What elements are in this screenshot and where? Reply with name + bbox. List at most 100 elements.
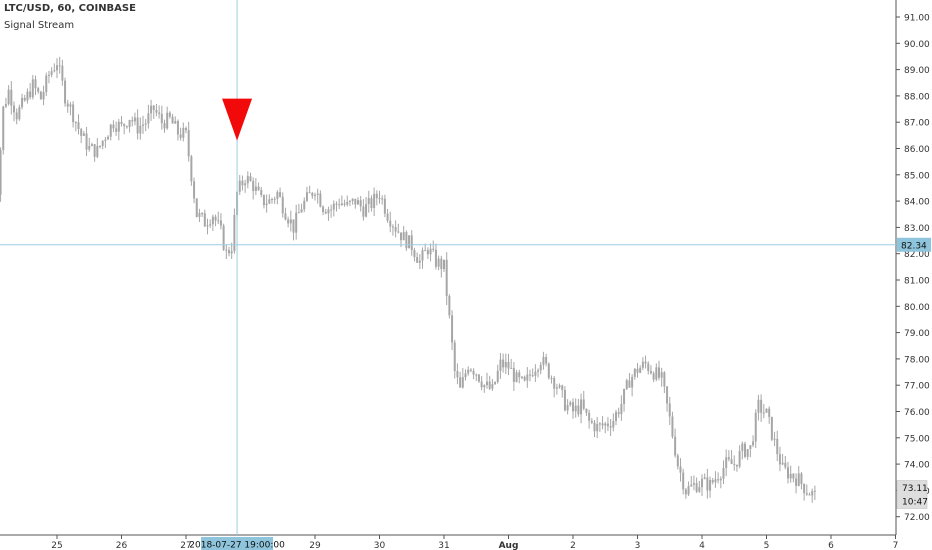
time-tick-label: 25 <box>51 541 62 550</box>
candle-body <box>53 70 56 72</box>
candle-body <box>166 112 169 129</box>
candle-body <box>561 385 564 391</box>
candle-body <box>432 248 435 250</box>
candle-body <box>496 370 499 382</box>
candle-body <box>74 122 77 124</box>
price-tick-label: 76.00 <box>904 408 930 418</box>
time-tick-label: 6 <box>828 541 834 550</box>
candle-body <box>787 467 789 479</box>
candle-body <box>706 477 709 491</box>
candle-body <box>338 204 341 206</box>
candle-body <box>268 199 271 204</box>
candle-body <box>507 361 510 369</box>
price-tick-label: 78.00 <box>904 355 930 365</box>
candle-body <box>598 423 601 425</box>
candle-body <box>703 477 706 479</box>
symbol-title: LTC/USD, 60, COINBASE <box>4 3 136 14</box>
price-tick-label: 86.00 <box>904 145 930 155</box>
crosshair-price-label-bg <box>897 237 931 252</box>
candle-body <box>39 91 42 100</box>
candle-body <box>171 116 174 124</box>
candle-body <box>238 180 241 192</box>
candle-body <box>244 183 247 186</box>
candle-body <box>424 250 427 252</box>
candle-body <box>811 491 814 496</box>
candle-body <box>612 420 615 428</box>
candle-body <box>698 487 701 492</box>
price-tick-label: 79.00 <box>904 329 930 339</box>
candle-body <box>365 204 368 217</box>
time-tick-label: Aug <box>499 541 519 550</box>
candle-body <box>628 380 631 388</box>
candle-body <box>649 370 652 374</box>
candle-body <box>324 211 327 214</box>
candle-body <box>744 443 746 457</box>
candle-body <box>808 494 811 496</box>
candle-body <box>714 479 717 483</box>
candle-body <box>276 192 279 199</box>
candle-body <box>582 399 585 409</box>
last-price-label-bg <box>896 480 928 509</box>
candle-body <box>684 489 687 495</box>
candle-body <box>520 376 523 378</box>
candle-body <box>203 213 206 227</box>
candle-body <box>88 145 91 150</box>
candle-body <box>762 412 765 414</box>
candle-body <box>572 402 574 412</box>
candle-body <box>405 232 408 249</box>
candle-body <box>797 473 800 486</box>
candle-body <box>378 198 381 200</box>
candle-body <box>792 473 795 479</box>
candle-body <box>752 441 755 446</box>
candle-body <box>477 374 480 382</box>
candle-body <box>451 315 454 343</box>
candle-body <box>375 193 378 199</box>
candle-body <box>241 180 244 186</box>
candle-body <box>475 374 478 376</box>
candle-body <box>386 213 389 221</box>
candle-body <box>314 194 316 196</box>
candle-body <box>330 209 333 211</box>
candle-body <box>609 426 612 428</box>
candle-body <box>158 112 161 114</box>
candle-body <box>292 219 295 233</box>
candle-body <box>214 216 217 221</box>
candle-body <box>655 367 658 380</box>
candle-body <box>2 106 5 150</box>
candle-body <box>335 203 338 205</box>
time-tick-label: 3 <box>635 541 641 550</box>
candle-body <box>394 226 397 232</box>
candle-body <box>542 356 545 365</box>
candle-body <box>469 369 472 371</box>
candle-body <box>23 97 26 101</box>
candle-body <box>370 198 373 209</box>
candle-body <box>695 483 698 492</box>
candle-body <box>711 480 714 483</box>
candle-body <box>346 201 349 205</box>
price-tick-label: 90.00 <box>904 40 930 50</box>
candle-body <box>733 463 736 465</box>
candle-body <box>332 203 335 210</box>
price-tick-label: 77.00 <box>904 382 930 392</box>
candle-body <box>453 342 456 372</box>
candle-body <box>160 113 163 124</box>
candle-body <box>668 403 671 417</box>
candle-body <box>58 65 61 67</box>
candle-body <box>504 361 507 368</box>
candle-body <box>537 370 540 372</box>
candle-body <box>34 79 37 89</box>
candle-body <box>15 112 18 120</box>
candle-body <box>606 423 609 427</box>
price-tick-label: 91.00 <box>904 14 930 24</box>
candle-body <box>418 260 421 263</box>
candle-body <box>749 445 752 450</box>
candle-body <box>709 480 712 491</box>
candle-body <box>483 385 486 388</box>
candle-body <box>179 134 182 138</box>
candle-body <box>741 443 744 452</box>
candle-body <box>115 128 118 132</box>
candle-body <box>644 361 647 364</box>
candle-body <box>434 249 437 267</box>
